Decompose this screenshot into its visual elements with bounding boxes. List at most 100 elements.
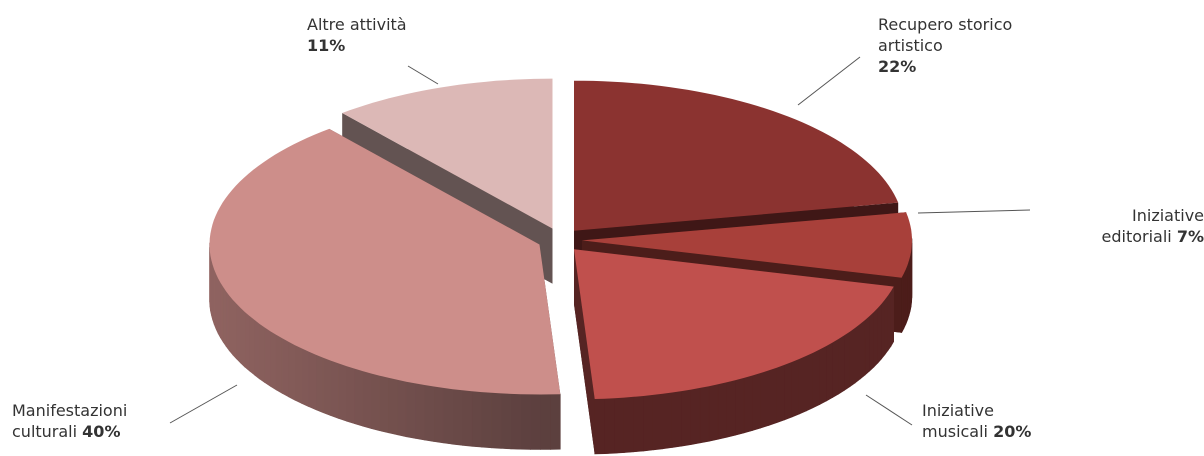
slice-side (854, 323, 861, 384)
leader-line (865, 394, 913, 426)
slice-side (232, 298, 237, 360)
slice-side (520, 393, 532, 450)
slice-side (873, 307, 879, 368)
slice-side (379, 375, 389, 434)
slice-side (844, 331, 851, 391)
slice-side (784, 361, 793, 421)
slice-side (877, 302, 882, 364)
slice-side (752, 372, 762, 431)
slice-side (776, 364, 785, 424)
category-label: Altre attività (307, 15, 407, 34)
slice-side (652, 393, 664, 451)
leader-line (169, 384, 238, 424)
slice-side (699, 385, 710, 444)
slice-side (225, 290, 230, 352)
slice-side (249, 315, 255, 376)
slice-side (826, 341, 833, 402)
slice-side (481, 391, 492, 449)
slice-side (791, 358, 800, 418)
slice-side (244, 311, 250, 372)
slice-side (236, 303, 241, 364)
slice-side (623, 396, 635, 453)
slice-side (890, 285, 895, 348)
slice-side (301, 347, 310, 408)
slice-side (281, 337, 289, 398)
slice-side (258, 323, 266, 384)
slice-side (222, 285, 227, 348)
slice-side (240, 307, 246, 368)
slice-side (887, 290, 892, 352)
slice-side (530, 394, 541, 450)
slice-side (540, 394, 551, 450)
slice (342, 78, 553, 229)
slice-side (614, 397, 625, 454)
slice-side (726, 379, 736, 438)
slice-label: Iniziative musicali 20% (922, 400, 1062, 442)
slice-side (869, 311, 875, 372)
slice-side (315, 354, 324, 414)
slice-side (864, 315, 870, 376)
slice-side (275, 334, 283, 394)
slice-side (288, 341, 296, 401)
slice-side (884, 294, 889, 356)
category-label: Iniziative musicali (922, 401, 994, 441)
slice-side (294, 344, 303, 404)
slice-side (254, 319, 260, 380)
slice-side (643, 394, 654, 452)
slice-side (768, 367, 778, 426)
slice-side (901, 273, 905, 333)
category-label: Iniziative editoriali (1101, 206, 1204, 246)
value-label: 11% (307, 36, 346, 55)
category-label: Manifestazioni culturali (12, 401, 128, 441)
slice-side (490, 392, 502, 449)
slice (209, 128, 561, 395)
slice-side (354, 368, 364, 427)
slice-side (819, 345, 827, 405)
slice-side (832, 338, 840, 399)
slice-side (405, 381, 416, 439)
slice-side (424, 384, 435, 442)
slice-side (500, 393, 512, 450)
slice-side (550, 393, 561, 450)
slice-side (269, 330, 277, 391)
slice-side (735, 377, 745, 436)
slice-wall (574, 249, 595, 454)
slice-side (690, 387, 701, 445)
slice-side (812, 348, 821, 409)
slice-side (743, 375, 753, 434)
slice-side (633, 395, 644, 453)
slice-label: Recupero storico artistico 22% (878, 14, 1048, 77)
value-label: 20% (993, 422, 1032, 441)
slice (574, 249, 894, 399)
slice-side (388, 377, 398, 436)
slice-side (461, 389, 473, 447)
slice-side (338, 362, 347, 422)
slice (574, 80, 899, 231)
slice-side (217, 277, 221, 339)
slice-side (452, 388, 463, 446)
slice-side (859, 319, 866, 380)
slice-side (433, 386, 444, 444)
leader-line (917, 209, 1031, 214)
slice-side (330, 360, 339, 419)
slice-label: Altre attività 11% (307, 14, 427, 56)
slice-side (442, 387, 454, 445)
slice-side (370, 373, 381, 432)
slice-side (362, 370, 372, 429)
leader-line (407, 65, 439, 85)
slice-side (471, 390, 482, 448)
slice-side (881, 298, 886, 360)
value-label: 7% (1176, 227, 1204, 246)
slice-label: Iniziative editoriali 7% (1064, 205, 1204, 247)
category-label: Recupero storico artistico (878, 15, 1013, 55)
slice-side (662, 392, 673, 450)
slice-side (805, 352, 814, 412)
slice-side (510, 393, 522, 450)
slice-side (798, 355, 807, 415)
slice-side (708, 383, 719, 442)
slice-label: Manifestazioni culturali 40% (12, 400, 172, 442)
slice-side (604, 397, 615, 455)
slice-side (760, 369, 770, 429)
